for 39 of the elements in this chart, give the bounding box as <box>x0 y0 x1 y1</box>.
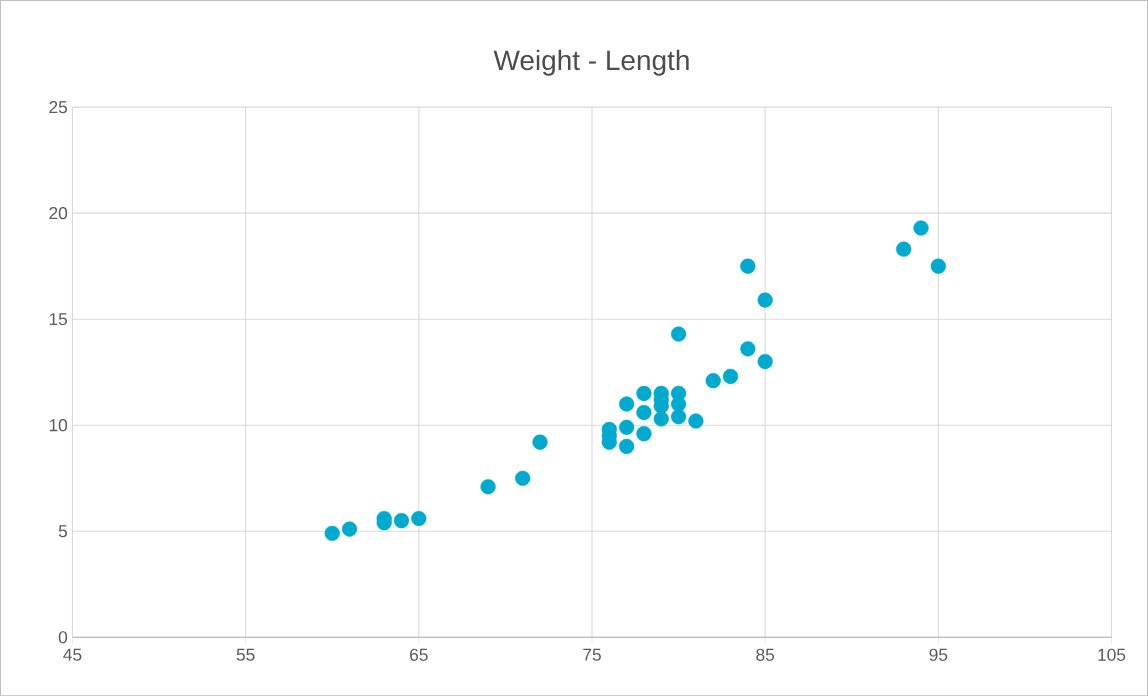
x-tick-label: 65 <box>410 648 428 661</box>
point <box>688 413 704 429</box>
point <box>722 368 739 384</box>
x-tick-label: 85 <box>756 648 775 661</box>
chart-title: Weight - Length <box>493 49 689 76</box>
point <box>532 434 548 450</box>
point <box>619 419 635 435</box>
point <box>636 385 652 401</box>
y-tick-label: 0 <box>58 630 68 644</box>
point <box>740 341 756 357</box>
y-tick-label: 10 <box>49 418 68 432</box>
point <box>341 521 358 537</box>
point <box>705 372 721 389</box>
point <box>757 353 773 369</box>
point <box>619 438 635 454</box>
x-tick-label: 105 <box>1098 648 1126 661</box>
x-tick-label: 95 <box>929 648 948 661</box>
x-tick-label: 45 <box>63 648 82 661</box>
point <box>740 258 756 274</box>
x-tick-label: 55 <box>236 648 255 661</box>
y-tick-label: 5 <box>58 525 68 538</box>
y-tick-label: 20 <box>49 206 68 220</box>
point <box>515 470 531 486</box>
point <box>636 425 652 442</box>
point <box>670 385 687 401</box>
point <box>324 525 340 541</box>
point <box>411 510 427 526</box>
point <box>930 258 946 274</box>
point <box>670 326 687 342</box>
y-tick-label: 15 <box>49 312 68 326</box>
point <box>757 292 773 308</box>
point <box>619 396 635 412</box>
point <box>393 512 410 529</box>
point <box>636 404 652 420</box>
x-tick-label: 75 <box>583 648 601 661</box>
point <box>913 220 929 236</box>
point <box>480 478 496 495</box>
y-tick-label: 25 <box>49 100 68 114</box>
point <box>896 241 912 257</box>
